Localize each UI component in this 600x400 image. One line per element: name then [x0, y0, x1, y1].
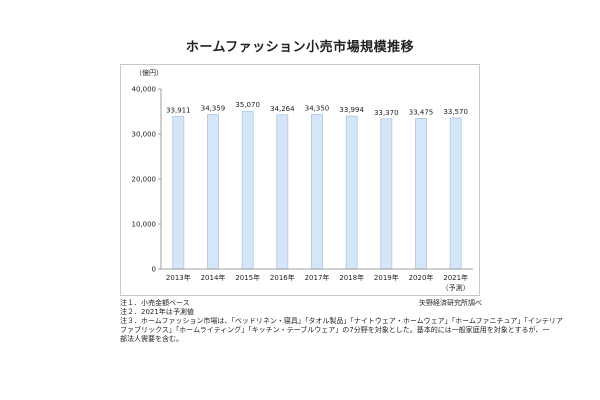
chart-title: ホームファッション小売市場規模推移	[185, 40, 415, 55]
x-tick-label: 2021年	[443, 273, 468, 282]
bar	[449, 117, 462, 270]
note-1: 注１．小売金額ベース	[120, 299, 190, 307]
x-tick-label: 2020年	[409, 273, 434, 282]
bar-chart: （億円） 0 10,000 20,000 30,000 40,000 33,911 34,…	[132, 68, 473, 292]
bar	[345, 115, 358, 270]
bar	[207, 114, 219, 270]
data-label: 34,350	[305, 104, 330, 112]
bar	[276, 114, 289, 270]
data-label: 33,370	[374, 109, 399, 117]
y-tick-label: 40,000	[132, 86, 157, 94]
data-label: 34,359	[201, 104, 226, 112]
y-tick-label: 0	[152, 266, 156, 274]
x-tick-label: 2018年	[339, 273, 364, 282]
y-tick-label: 10,000	[132, 221, 157, 229]
note-3: 注３．ホームファッション市場は、「ベッドリネン・寝具」「タオル製品」「ナイトウェ…	[120, 317, 563, 325]
x-tick-label: 2019年	[374, 273, 399, 282]
notes: 注１．小売金額ベース 注２．2021年は予測値 注３．ホームファッション市場は、…	[120, 299, 563, 344]
x-tick-label: 2013年	[166, 273, 191, 282]
note-3-cont-2: 部法人需要を含む。	[120, 335, 183, 343]
y-tick-label: 20,000	[132, 176, 157, 184]
data-label: 35,070	[235, 101, 260, 109]
bar	[311, 114, 323, 270]
x-axis: 2013年 2014年 2015年 2016年 2017年 2018年 2019年 2020年…	[161, 268, 473, 292]
bars: 33,911 34,359 35,070 34,264 34,350 33,994 33,3…	[166, 101, 468, 270]
chart-frame: （億円） 0 10,000 20,000 30,000 40,000 33,911 34,…	[120, 64, 480, 296]
bar	[172, 116, 185, 270]
note-2: 注２．2021年は予測値	[120, 308, 194, 316]
data-label: 33,911	[166, 106, 191, 114]
x-tick-label: 2017年	[305, 273, 330, 282]
y-axis: 0 10,000 20,000 30,000 40,000	[132, 86, 162, 274]
x-tick-label: 2016年	[270, 273, 295, 282]
note-3-cont-1: ファブリックス」「ホームライティング」「キッチン・テーブルウェア」の7分野を対象…	[120, 326, 550, 334]
x-tick-label: 2014年	[201, 273, 226, 282]
data-label: 33,994	[339, 106, 364, 114]
bar	[380, 118, 393, 270]
data-label: 33,570	[443, 108, 468, 116]
y-unit-label: （億円）	[135, 68, 163, 77]
data-label: 33,475	[409, 108, 434, 116]
bar	[415, 118, 427, 270]
x-tick-label: 2015年	[235, 273, 260, 282]
y-tick-label: 30,000	[132, 131, 157, 139]
bar	[241, 110, 254, 270]
x-tick-sublabel: （予測）	[442, 283, 470, 292]
source-credit: 矢野経済研究所調べ	[419, 299, 482, 307]
data-label: 34,264	[270, 105, 295, 113]
